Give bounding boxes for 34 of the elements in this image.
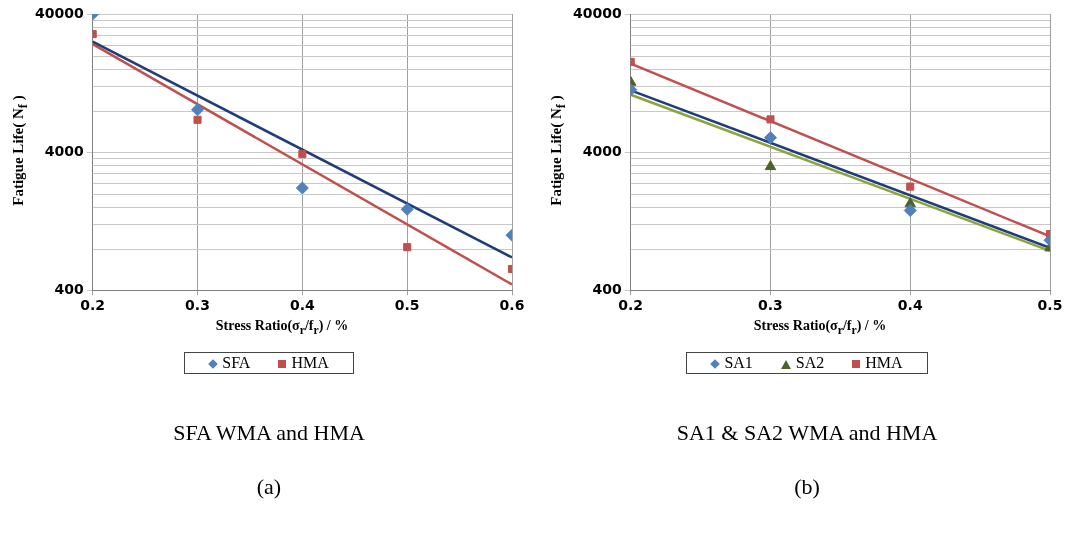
point	[403, 243, 412, 252]
y-tick-label: 400	[592, 280, 622, 297]
x-tick-label: 0.5	[394, 297, 420, 314]
x-tick-label: 0.3	[185, 297, 210, 314]
legend-label: SA1	[724, 354, 753, 371]
x-tick-label: 0.4	[897, 297, 923, 314]
y-tick-label: 40000	[572, 4, 622, 21]
y-tick-label: 40000	[34, 4, 84, 21]
text: (b)	[793, 474, 821, 500]
point	[295, 181, 309, 195]
legend-label: HMA	[291, 354, 329, 371]
x-tick-label: 0.5	[1037, 297, 1063, 314]
x-axis-title: Stress Ratio(σ$_{r}$/f$_{r}$) / %	[214, 318, 350, 337]
x-tick-label: 0.2	[618, 297, 644, 314]
y-tick-label: 4000	[582, 142, 622, 159]
point	[193, 115, 202, 124]
x-tick-label: 0.3	[758, 297, 783, 314]
point	[766, 115, 775, 124]
legend-label: SFA	[222, 354, 251, 371]
y-tick-label: 400	[54, 280, 84, 297]
text: SA1 & SA2 WMA and HMA	[675, 420, 939, 446]
y-tick-label: 4000	[44, 142, 84, 159]
point	[906, 182, 915, 191]
x-tick-label: 0.6	[499, 297, 525, 314]
legend-label: HMA	[865, 354, 903, 371]
text: SFA WMA and HMA	[172, 420, 366, 446]
point	[191, 103, 205, 117]
point	[298, 150, 307, 159]
text: (a)	[255, 474, 283, 500]
point	[400, 202, 414, 216]
x-axis-title: Stress Ratio(σ$_{r}$/f$_{r}$) / %	[752, 318, 888, 337]
x-tick-label: 0.4	[289, 297, 316, 314]
legend-label: SA2	[795, 354, 825, 371]
x-tick-label: 0.2	[80, 297, 106, 314]
